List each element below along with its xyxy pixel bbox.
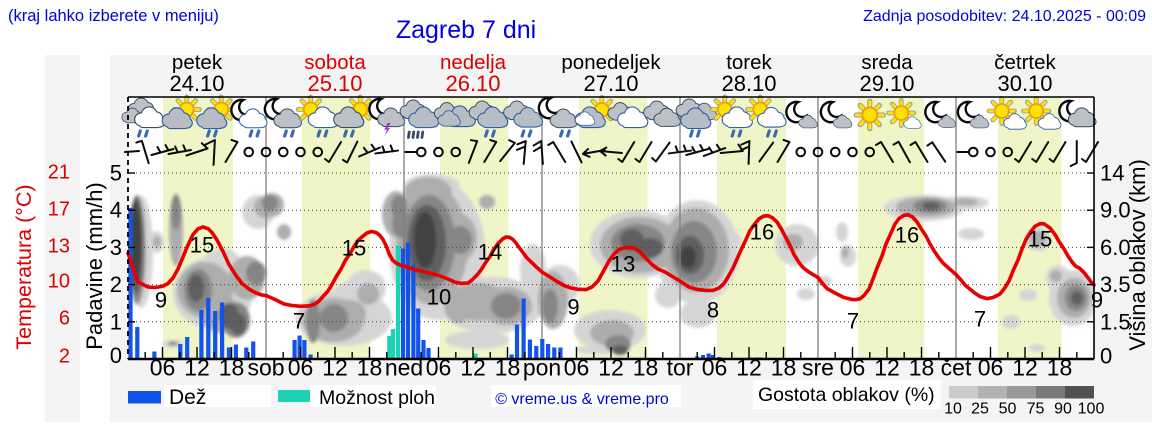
svg-text:5: 5 bbox=[110, 161, 122, 186]
svg-text:7: 7 bbox=[293, 309, 305, 334]
svg-text:Možnost ploh: Možnost ploh bbox=[319, 387, 435, 409]
svg-text:25.10: 25.10 bbox=[307, 71, 362, 96]
svg-text:06: 06 bbox=[702, 355, 728, 381]
svg-text:12: 12 bbox=[598, 355, 624, 381]
svg-text:06: 06 bbox=[288, 355, 314, 381]
svg-text:15: 15 bbox=[190, 233, 214, 258]
svg-text:75: 75 bbox=[1027, 401, 1045, 418]
svg-text:pon: pon bbox=[523, 355, 561, 381]
svg-text:18: 18 bbox=[633, 355, 659, 381]
svg-text:21: 21 bbox=[48, 162, 70, 184]
svg-text:nedelja: nedelja bbox=[440, 51, 507, 74]
svg-text:13: 13 bbox=[611, 252, 635, 277]
svg-text:12: 12 bbox=[1012, 355, 1038, 381]
svg-text:06: 06 bbox=[564, 355, 590, 381]
svg-text:18: 18 bbox=[357, 355, 383, 381]
svg-text:12: 12 bbox=[874, 355, 900, 381]
svg-text:25: 25 bbox=[971, 401, 989, 418]
svg-text:Temperatura (°C): Temperatura (°C) bbox=[12, 184, 36, 349]
svg-text:7: 7 bbox=[847, 309, 859, 334]
svg-text:ponedeljek: ponedeljek bbox=[561, 51, 661, 74]
svg-text:petek: petek bbox=[172, 51, 223, 74]
svg-text:Zagreb 7 dni: Zagreb 7 dni bbox=[396, 16, 536, 44]
svg-text:sreda: sreda bbox=[861, 51, 913, 74]
svg-text:0: 0 bbox=[1100, 344, 1112, 369]
svg-text:7: 7 bbox=[974, 307, 986, 332]
svg-text:sob: sob bbox=[247, 355, 284, 381]
svg-text:4: 4 bbox=[110, 198, 122, 223]
svg-text:1: 1 bbox=[110, 309, 122, 334]
svg-text:12: 12 bbox=[460, 355, 486, 381]
svg-text:9: 9 bbox=[155, 288, 167, 313]
svg-text:© vreme.us & vreme.pro: © vreme.us & vreme.pro bbox=[495, 391, 669, 408]
svg-text:sobota: sobota bbox=[304, 51, 366, 74]
svg-text:Padavine (mm/h): Padavine (mm/h) bbox=[82, 182, 107, 350]
svg-text:26.10: 26.10 bbox=[445, 71, 500, 96]
svg-text:Višina oblakov (km): Višina oblakov (km) bbox=[1125, 159, 1150, 351]
svg-text:30.10: 30.10 bbox=[997, 71, 1052, 96]
svg-text:sre: sre bbox=[802, 355, 834, 381]
svg-text:16: 16 bbox=[750, 220, 774, 245]
svg-text:3: 3 bbox=[110, 235, 122, 260]
svg-text:Zadnja posodobitev: 24.10.2025: Zadnja posodobitev: 24.10.2025 - 00:09 bbox=[863, 8, 1146, 25]
svg-text:18: 18 bbox=[219, 355, 245, 381]
svg-text:6: 6 bbox=[59, 308, 70, 330]
svg-text:torek: torek bbox=[726, 51, 772, 74]
svg-text:06: 06 bbox=[150, 355, 176, 381]
svg-text:čet: čet bbox=[941, 355, 972, 381]
svg-text:9.0: 9.0 bbox=[1100, 198, 1131, 223]
svg-text:13: 13 bbox=[48, 236, 70, 258]
svg-text:06: 06 bbox=[840, 355, 866, 381]
svg-text:14: 14 bbox=[478, 240, 502, 265]
svg-text:1.5: 1.5 bbox=[1100, 309, 1131, 334]
svg-text:17: 17 bbox=[48, 199, 70, 221]
svg-text:10: 10 bbox=[427, 285, 451, 310]
svg-text:2: 2 bbox=[59, 346, 70, 368]
svg-text:četrtek: četrtek bbox=[994, 51, 1056, 74]
svg-text:18: 18 bbox=[1047, 355, 1073, 381]
svg-text:18: 18 bbox=[495, 355, 521, 381]
svg-text:ned: ned bbox=[385, 355, 423, 381]
svg-text:28.10: 28.10 bbox=[721, 71, 776, 96]
svg-text:14: 14 bbox=[1100, 161, 1124, 186]
svg-text:18: 18 bbox=[771, 355, 797, 381]
svg-text:8: 8 bbox=[707, 298, 719, 323]
svg-text:12: 12 bbox=[184, 355, 210, 381]
svg-text:9: 9 bbox=[567, 295, 579, 320]
svg-text:16: 16 bbox=[895, 223, 919, 248]
svg-text:90: 90 bbox=[1054, 401, 1072, 418]
svg-text:12: 12 bbox=[322, 355, 348, 381]
svg-text:06: 06 bbox=[426, 355, 452, 381]
svg-text:6.0: 6.0 bbox=[1100, 235, 1131, 260]
svg-text:100: 100 bbox=[1078, 401, 1105, 418]
svg-text:18: 18 bbox=[909, 355, 935, 381]
svg-text:(kraj lahko izberete v meniju): (kraj lahko izberete v meniju) bbox=[8, 7, 219, 25]
svg-text:06: 06 bbox=[978, 355, 1004, 381]
svg-text:10: 10 bbox=[48, 271, 70, 293]
svg-text:10: 10 bbox=[944, 401, 962, 418]
svg-text:50: 50 bbox=[999, 401, 1017, 418]
svg-text:3.5: 3.5 bbox=[1100, 272, 1131, 297]
svg-text:Dež: Dež bbox=[169, 386, 206, 409]
svg-text:tor: tor bbox=[667, 355, 694, 381]
svg-text:29.10: 29.10 bbox=[859, 71, 914, 96]
svg-text:12: 12 bbox=[736, 355, 762, 381]
svg-text:Gostota oblakov (%): Gostota oblakov (%) bbox=[758, 384, 935, 406]
svg-text:24.10: 24.10 bbox=[169, 71, 224, 96]
svg-text:2: 2 bbox=[110, 272, 122, 297]
svg-text:15: 15 bbox=[1028, 227, 1052, 252]
svg-text:27.10: 27.10 bbox=[583, 71, 638, 96]
svg-text:15: 15 bbox=[342, 236, 366, 261]
svg-text:0: 0 bbox=[110, 343, 122, 368]
